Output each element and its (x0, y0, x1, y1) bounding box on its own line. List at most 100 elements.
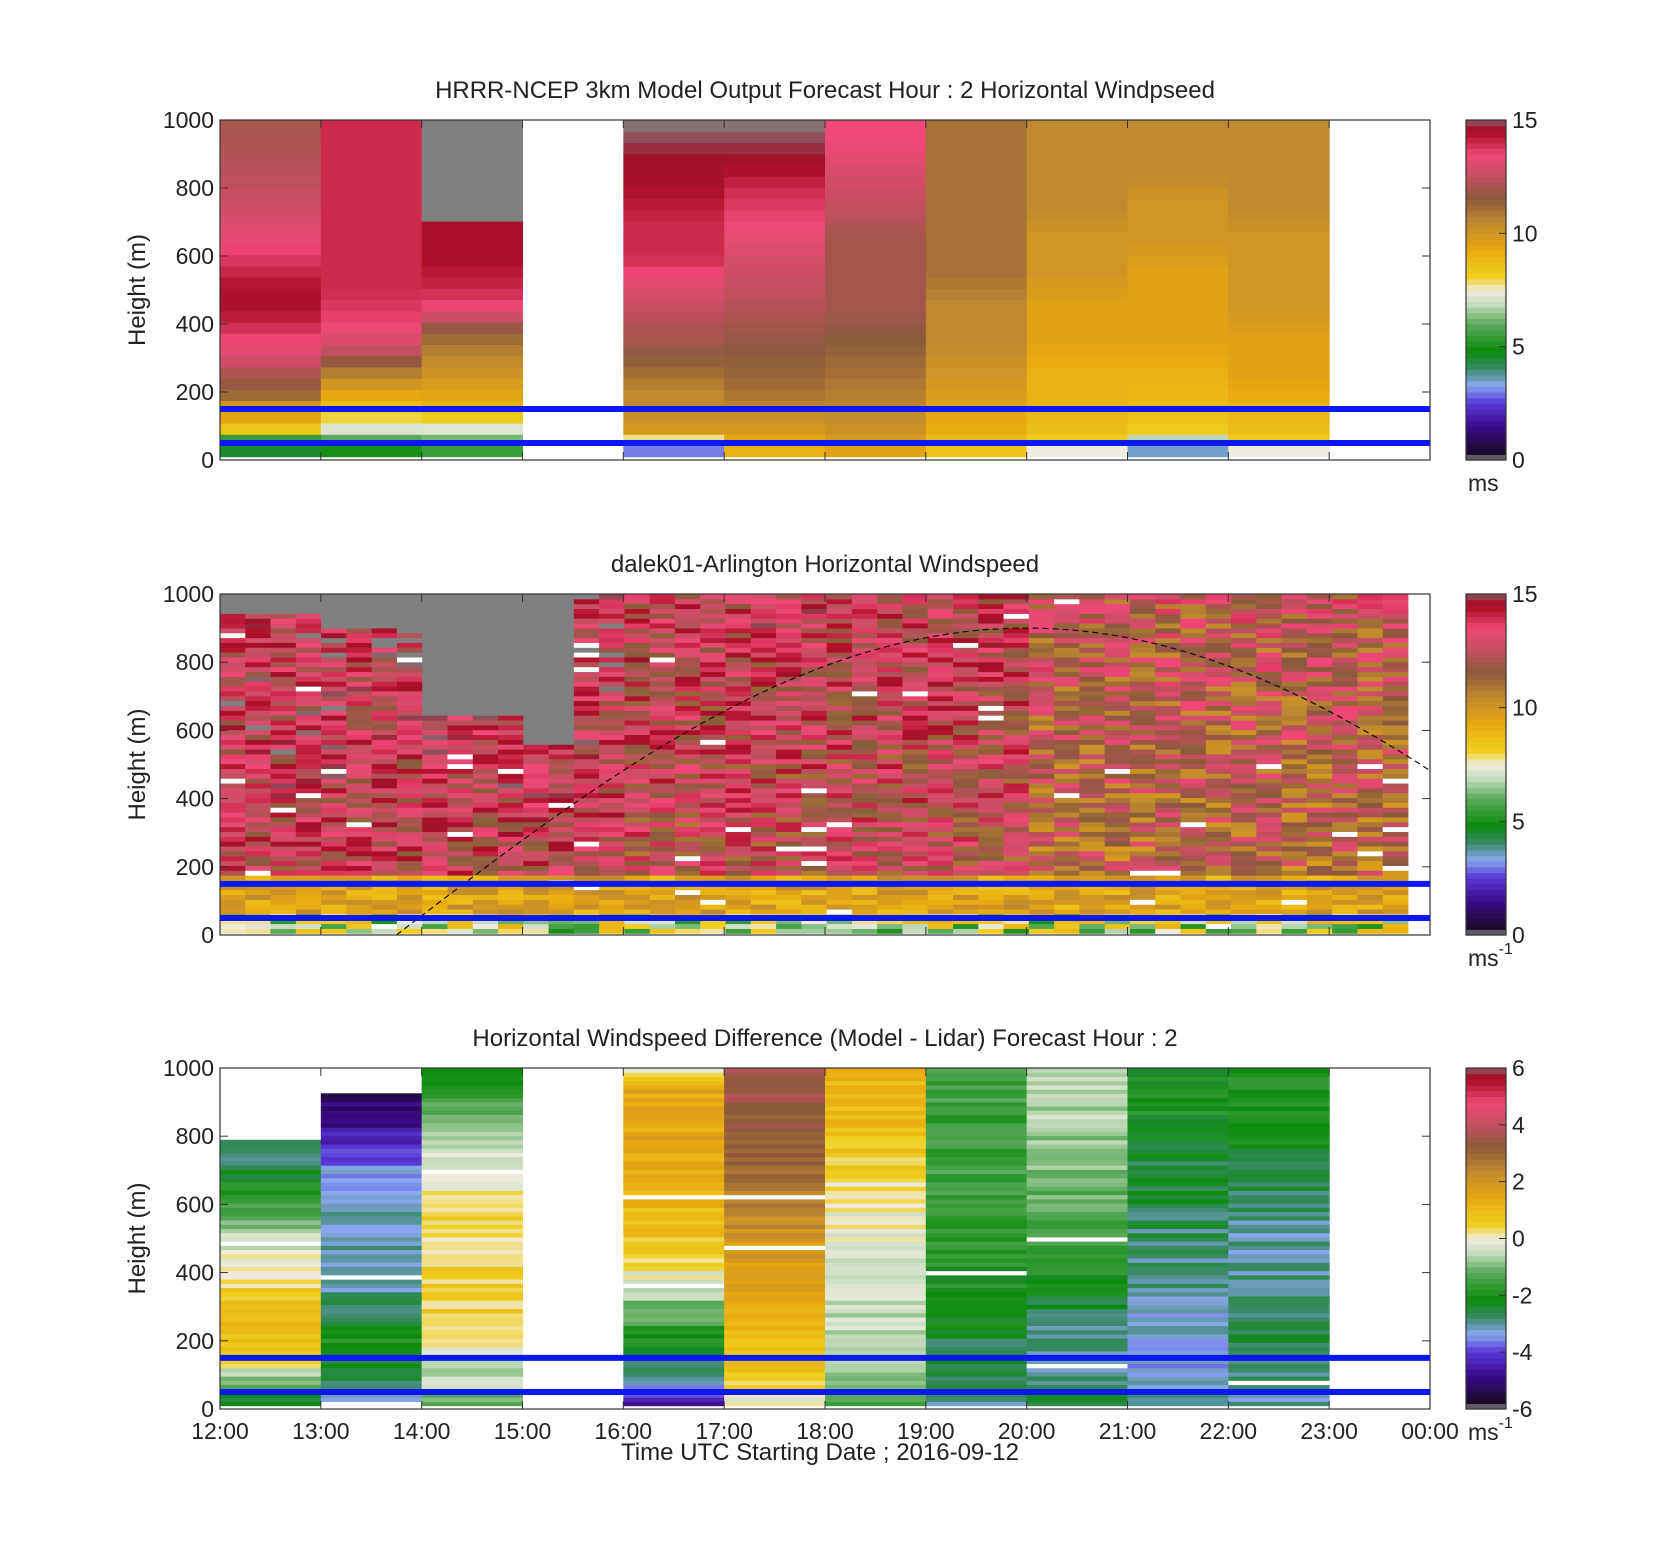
lidar-cell (1155, 831, 1181, 837)
difference-cell (220, 1300, 322, 1305)
difference-cell (825, 1114, 927, 1120)
lidar-cell (851, 787, 878, 794)
difference-cell (1228, 1122, 1330, 1128)
lidar-cell (548, 608, 575, 614)
difference-cell (220, 1186, 322, 1191)
difference-cell (1228, 1262, 1330, 1267)
lidar-cell (725, 676, 752, 682)
lidar-cell (1003, 836, 1030, 842)
lidar-cell (1028, 632, 1055, 639)
difference-cell (421, 1241, 523, 1246)
model-cell (220, 411, 322, 424)
colorbar-segment (1466, 741, 1506, 749)
difference-cell (724, 1152, 826, 1158)
difference-cell (1228, 1097, 1330, 1103)
lidar-cell (1104, 700, 1131, 706)
difference-cell (1228, 1291, 1330, 1297)
lidar-cell (498, 681, 524, 687)
lidar-cell (1155, 875, 1181, 881)
lidar-cell (776, 792, 802, 799)
lidar-cell (624, 715, 651, 721)
lidar-cell (523, 923, 549, 929)
lidar-cell (1054, 773, 1080, 779)
colorbar-segment (1466, 1238, 1506, 1245)
lidar-cell (978, 826, 1004, 833)
lidar-cell (700, 792, 726, 799)
lidar-cell (1028, 850, 1055, 857)
lidar-cell (953, 816, 979, 823)
lidar-cell (1003, 642, 1030, 648)
lidar-cell (927, 613, 954, 619)
lidar-cell (750, 666, 777, 673)
lidar-cell (902, 884, 929, 891)
lidar-cell (1256, 608, 1283, 614)
lidar-cell (523, 744, 549, 750)
lidar-cell (877, 724, 903, 731)
lidar-cell (498, 623, 524, 629)
lidar-cell (1003, 855, 1030, 862)
lidar-cell (1306, 613, 1333, 619)
lidar-cell (851, 720, 878, 726)
lidar-cell (447, 608, 474, 614)
difference-cell (825, 1219, 927, 1225)
colorbar-segment (1466, 770, 1506, 777)
lidar-cell (1028, 657, 1055, 663)
lidar-cell (1028, 594, 1055, 600)
difference-cell (724, 1072, 826, 1078)
lidar-cell (422, 836, 448, 842)
lidar-cell (1028, 763, 1055, 769)
lidar-cell (801, 715, 828, 721)
lidar-cell (573, 627, 600, 634)
lidar-cell (649, 918, 676, 925)
lidar-cell (270, 608, 297, 614)
difference-cell (421, 1363, 523, 1369)
lidar-cell (851, 681, 878, 687)
model-cell (1026, 254, 1128, 267)
lidar-cell (599, 681, 625, 687)
lidar-cell (573, 909, 600, 915)
difference-cell (1228, 1101, 1330, 1107)
lidar-cell (1281, 681, 1308, 687)
lidar-cell (674, 758, 701, 765)
lidar-cell (523, 676, 549, 682)
lidar-cell (1382, 618, 1409, 624)
lidar-cell (649, 821, 676, 828)
lidar-cell (270, 783, 297, 789)
difference-cell (220, 1232, 322, 1238)
model-cell (1228, 265, 1330, 278)
lidar-cell (245, 797, 271, 803)
difference-cell (724, 1076, 826, 1082)
lidar-cell (1079, 710, 1106, 716)
colorbar-segment (1466, 1329, 1506, 1336)
difference-cell (1127, 1245, 1229, 1251)
model-cell (421, 310, 523, 323)
lidar-cell (851, 850, 878, 857)
lidar-cell (750, 831, 777, 837)
difference-cell (623, 1173, 725, 1179)
lidar-cell (902, 642, 929, 648)
lidar-cell (877, 870, 903, 876)
lidar-cell (750, 734, 777, 740)
lidar-cell (953, 884, 979, 891)
colorbar-segment (1466, 713, 1506, 720)
model-cell (220, 265, 322, 278)
lidar-cell (1129, 875, 1156, 881)
lidar-cell (573, 618, 600, 624)
lidar-cell (1332, 618, 1358, 624)
lidar-cell (245, 826, 271, 833)
lidar-cell (725, 870, 752, 876)
difference-cell (421, 1338, 523, 1343)
lidar-cell (447, 671, 474, 677)
lidar-cell (270, 657, 297, 663)
colorbar-segment (1466, 290, 1506, 297)
colorbar-tick-label: 2 (1512, 1169, 1525, 1195)
difference-cell (1026, 1097, 1128, 1103)
lidar-cell (396, 618, 423, 624)
difference-cell (320, 1122, 423, 1128)
lidar-cell (1104, 695, 1131, 702)
model-cell (623, 355, 725, 368)
lidar-cell (1281, 831, 1308, 837)
lidar-cell (1332, 807, 1358, 813)
lidar-cell (1155, 603, 1181, 610)
difference-cell (724, 1186, 826, 1191)
